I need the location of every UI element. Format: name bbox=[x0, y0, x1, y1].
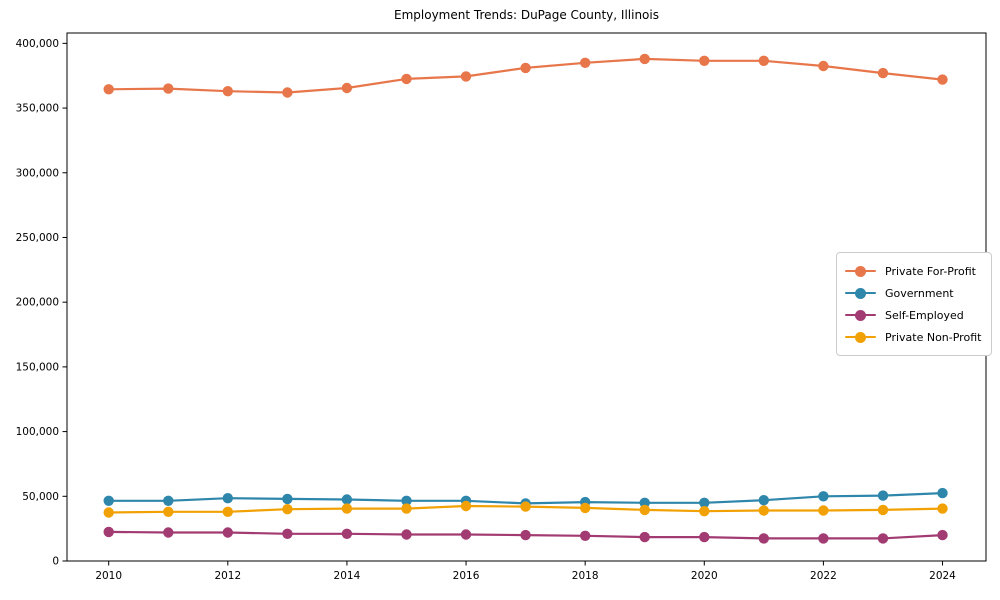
data-point-marker bbox=[163, 506, 174, 517]
data-point-marker bbox=[282, 87, 293, 98]
legend-line-marker-icon bbox=[845, 309, 876, 321]
legend-line-marker-icon bbox=[845, 287, 876, 299]
legend: Private For-Profit Government Self-Employe… bbox=[836, 252, 993, 356]
data-point-marker bbox=[222, 86, 233, 97]
data-point-marker bbox=[282, 528, 293, 539]
data-point-marker bbox=[401, 495, 412, 506]
data-point-marker bbox=[341, 82, 353, 94]
legend-item-label: Self-Employed bbox=[885, 308, 964, 322]
data-point-marker bbox=[818, 533, 829, 544]
data-point-marker bbox=[282, 504, 293, 515]
legend-item-label: Private For-Profit bbox=[885, 264, 976, 278]
legend-line-marker-icon bbox=[845, 265, 876, 277]
y-tick-label: 100,000 bbox=[16, 426, 59, 438]
x-tick-label: 2020 bbox=[691, 570, 718, 582]
data-point-marker bbox=[580, 530, 591, 541]
data-point-marker bbox=[699, 497, 710, 508]
data-point-marker bbox=[639, 53, 650, 65]
data-point-marker bbox=[401, 529, 412, 540]
x-tick-label: 2014 bbox=[334, 570, 361, 582]
data-point-marker bbox=[877, 67, 889, 79]
data-point-marker bbox=[877, 533, 889, 544]
y-tick-label: 200,000 bbox=[16, 297, 59, 309]
x-tick-label: 2022 bbox=[810, 570, 837, 582]
data-point-marker bbox=[460, 529, 472, 540]
data-point-marker bbox=[103, 84, 114, 95]
data-point-marker bbox=[222, 493, 233, 504]
data-point-marker bbox=[758, 55, 769, 66]
y-tick-label: 0 bbox=[52, 556, 59, 568]
data-point-marker bbox=[877, 490, 889, 501]
data-point-marker bbox=[163, 83, 174, 94]
data-point-marker bbox=[460, 500, 472, 512]
x-tick-label: 2024 bbox=[929, 570, 956, 582]
y-tick-label: 50,000 bbox=[22, 491, 59, 503]
y-tick-label: 400,000 bbox=[16, 38, 59, 50]
data-point-marker bbox=[222, 527, 233, 538]
x-tick-label: 2012 bbox=[214, 570, 241, 582]
data-point-marker bbox=[341, 494, 353, 505]
data-point-marker bbox=[639, 531, 650, 543]
data-point-marker bbox=[520, 501, 531, 512]
x-tick-label: 2018 bbox=[572, 570, 599, 582]
data-point-marker bbox=[580, 502, 591, 514]
legend-item: Self-Employed bbox=[845, 304, 981, 326]
data-point-marker bbox=[520, 62, 531, 74]
data-point-marker bbox=[937, 74, 948, 85]
data-point-marker bbox=[758, 533, 769, 544]
data-point-marker bbox=[520, 529, 531, 541]
x-tick-label: 2016 bbox=[453, 570, 480, 582]
data-point-marker bbox=[341, 503, 353, 514]
data-point-marker bbox=[758, 495, 769, 506]
legend-item: Private For-Profit bbox=[845, 260, 981, 282]
data-point-marker bbox=[758, 505, 769, 516]
y-tick-label: 300,000 bbox=[16, 167, 59, 179]
data-point-marker bbox=[937, 487, 948, 499]
legend-item-label: Government bbox=[885, 286, 954, 300]
chart-title: Employment Trends: DuPage County, Illino… bbox=[394, 8, 659, 22]
data-point-marker bbox=[282, 493, 293, 505]
y-tick-label: 350,000 bbox=[16, 103, 59, 115]
data-point-marker bbox=[937, 529, 948, 541]
data-point-marker bbox=[580, 57, 591, 68]
data-point-marker bbox=[818, 505, 829, 516]
data-point-marker bbox=[401, 73, 412, 85]
legend-item: Government bbox=[845, 282, 981, 304]
x-tick-label: 2010 bbox=[95, 570, 122, 582]
y-tick-label: 250,000 bbox=[16, 232, 59, 244]
legend-line-marker-icon bbox=[845, 331, 876, 343]
data-point-marker bbox=[818, 491, 829, 502]
legend-item-label: Private Non-Profit bbox=[885, 330, 982, 344]
data-point-marker bbox=[341, 528, 353, 539]
data-point-marker bbox=[163, 495, 174, 506]
data-point-marker bbox=[103, 495, 114, 506]
data-point-marker bbox=[103, 526, 114, 538]
data-point-marker bbox=[699, 506, 710, 517]
data-point-marker bbox=[818, 60, 829, 72]
data-point-marker bbox=[103, 507, 114, 518]
data-point-marker bbox=[222, 506, 233, 517]
y-tick-label: 150,000 bbox=[16, 361, 59, 373]
data-point-marker bbox=[699, 55, 710, 66]
legend-item: Private Non-Profit bbox=[845, 326, 981, 348]
data-point-marker bbox=[460, 71, 472, 82]
data-point-marker bbox=[937, 503, 948, 514]
data-point-marker bbox=[639, 504, 650, 516]
data-point-marker bbox=[699, 531, 710, 543]
data-point-marker bbox=[877, 504, 889, 516]
data-point-marker bbox=[401, 503, 412, 514]
data-point-marker bbox=[163, 527, 174, 538]
